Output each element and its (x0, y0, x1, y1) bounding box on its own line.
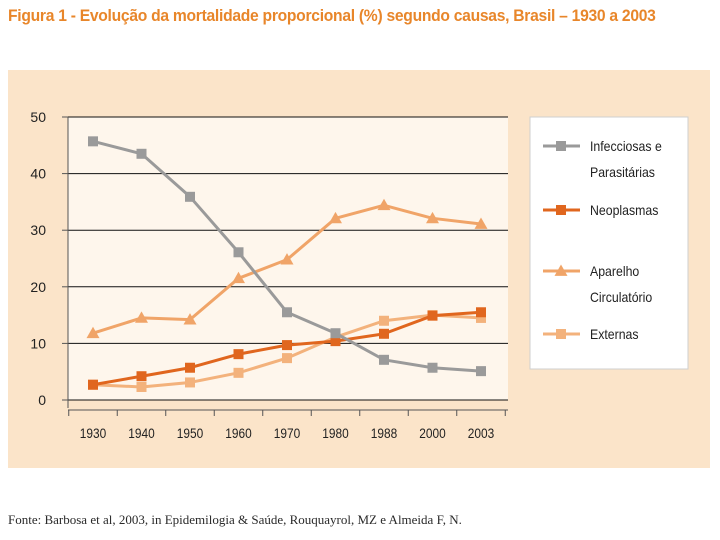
x-tick-label: 1940 (128, 425, 154, 441)
data-point-neoplasmas (88, 379, 98, 390)
plot-area: 0 10 20 30 40 50 1930 1940 1950 1960 1970 1980 1988 2… (30, 109, 508, 441)
data-point-neoplasmas (379, 328, 389, 339)
data-point-infecciosas (88, 136, 98, 147)
x-tick-label: 1970 (274, 425, 300, 441)
legend-label: Circulatório (590, 289, 652, 305)
data-point-neoplasmas (476, 307, 486, 318)
data-point-neoplasmas (185, 362, 195, 373)
legend-entry-infecciosas: Infecciosas e Parasitárias (543, 138, 662, 180)
legend-label: Aparelho (590, 263, 639, 279)
data-point-circulatorio (377, 198, 391, 211)
legend-box (529, 116, 689, 370)
legend-swatch-marker (554, 264, 568, 276)
data-point-infecciosas (427, 362, 438, 373)
y-tick-label: 0 (38, 392, 46, 408)
data-point-infecciosas (476, 366, 486, 377)
figure-title: Figura 1 - Evolução da mortalidade propo… (8, 6, 656, 25)
y-tick-label: 50 (30, 109, 46, 125)
y-tick-label: 30 (30, 222, 46, 238)
data-point-circulatorio (329, 211, 342, 224)
series-neoplasmas (88, 307, 486, 390)
data-point-infecciosas (330, 328, 341, 339)
legend-swatch-marker (556, 205, 566, 215)
data-point-externas (282, 353, 292, 364)
data-point-circulatorio (183, 313, 197, 325)
data-point-circulatorio (135, 311, 148, 323)
y-tick-label: 40 (30, 166, 46, 182)
series-infecciosas (88, 136, 486, 377)
data-point-infecciosas (136, 148, 147, 159)
data-point-neoplasmas (282, 340, 292, 351)
series-group (86, 136, 488, 392)
x-tick-label: 1988 (371, 425, 397, 441)
legend-entry-neoplasmas: Neoplasmas (543, 202, 659, 218)
data-point-circulatorio (280, 253, 294, 265)
data-point-externas (379, 315, 389, 326)
data-point-neoplasmas (427, 310, 438, 321)
data-point-infecciosas (185, 191, 195, 202)
x-tick-label: 2000 (419, 425, 445, 441)
x-tick-label: 1960 (225, 425, 251, 441)
x-tick-label: 1930 (80, 425, 106, 441)
data-point-neoplasmas (330, 336, 341, 347)
x-tick-label: 2003 (468, 425, 494, 441)
legend-label: Externas (590, 326, 639, 342)
data-point-neoplasmas (136, 371, 147, 382)
data-point-externas (136, 381, 147, 392)
legend-label: Parasitárias (590, 164, 655, 180)
data-point-infecciosas (282, 307, 292, 318)
data-point-infecciosas (379, 354, 389, 365)
x-tick-label: 1950 (177, 425, 203, 441)
legend-entry-externas: Externas (543, 326, 639, 342)
legend-swatch-marker (556, 141, 566, 151)
data-point-externas (233, 367, 244, 378)
legend-label: Neoplasmas (590, 202, 659, 218)
data-point-circulatorio (86, 326, 100, 339)
y-tick-label: 20 (30, 279, 46, 295)
data-point-externas (185, 377, 195, 388)
data-point-externas (476, 312, 486, 323)
legend: Infecciosas e Parasitárias Neoplasmas Apare… (529, 116, 689, 370)
data-point-circulatorio (474, 217, 488, 229)
legend-swatch-marker (556, 329, 566, 339)
data-point-neoplasmas (233, 349, 244, 360)
data-point-infecciosas (233, 247, 244, 258)
figure-source: Fonte: Barbosa et al, 2003, in Epidemilo… (8, 512, 462, 527)
data-point-circulatorio (426, 211, 439, 224)
y-tick-label: 10 (30, 335, 46, 351)
series-circulatorio (86, 198, 488, 339)
legend-label: Infecciosas e (590, 138, 662, 154)
x-tick-label: 1980 (322, 425, 348, 441)
legend-entry-circulatorio: Aparelho Circulatório (543, 263, 652, 305)
data-point-circulatorio (232, 271, 245, 284)
